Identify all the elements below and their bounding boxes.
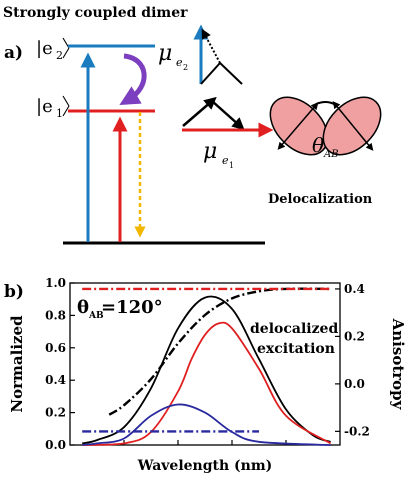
right-tick-label: 0.0 <box>344 377 365 391</box>
chart-series <box>81 287 332 446</box>
left-tick-label: 0.0 <box>45 438 66 452</box>
relaxation-arrow <box>119 53 147 106</box>
series-spectrum-0 <box>81 295 331 445</box>
dimer-illustration: θ AB <box>269 96 382 160</box>
dipole-vector-4 <box>211 100 245 131</box>
right-axis-ticks: -0.2 0.0 0.2 0.4 <box>335 282 370 438</box>
x-axis-label: Wavelength (nm) <box>137 458 273 474</box>
left-tick-label: 0.8 <box>45 308 66 322</box>
right-axis-label: Anisotropy <box>389 318 407 411</box>
theta-annotation-symbol: θ <box>77 297 89 318</box>
theta-annotation: θ AB =120° <box>77 297 163 321</box>
theta-annotation-value: =120° <box>101 297 163 318</box>
state-e1-ket <box>62 95 70 107</box>
right-tick-label: 0.2 <box>344 329 365 343</box>
annotation-line-2: excitation <box>257 341 335 357</box>
state-e2-subscript: 2 <box>56 49 63 62</box>
lobe-bridge <box>315 101 335 105</box>
delocalization-label: Delocalization <box>268 192 373 207</box>
state-e1-label: |e 1 <box>36 95 70 120</box>
left-tick-label: 1.0 <box>45 276 66 290</box>
mu-e2-label: μ e 2 <box>158 41 188 72</box>
mu-e1-label: μ e 1 <box>203 139 234 170</box>
panel-a-label: a) <box>4 43 23 63</box>
series-spectrum-1 <box>82 321 332 446</box>
dipole-vector-2 <box>219 62 243 85</box>
dipole-vector-3 <box>182 96 217 127</box>
right-tick-label: -0.2 <box>344 424 370 438</box>
state-e2-text: |e <box>36 38 53 59</box>
mu-e2-subsub: 2 <box>183 63 188 72</box>
mu-e2-sub: e <box>176 56 183 69</box>
state-e1-text: |e <box>36 96 53 117</box>
panel-a: Strongly coupled dimer a) |e 2 |e 1 μ <box>3 5 382 245</box>
dipole-vector-1 <box>200 62 221 85</box>
annotation-line-1: delocalized <box>250 321 338 337</box>
left-tick-label: 0.6 <box>45 341 66 355</box>
state-e1-ket-lower <box>62 105 70 117</box>
mu-e2-symbol: μ <box>158 41 172 66</box>
mu-e1-symbol: μ <box>203 139 217 164</box>
panel-b-label: b) <box>4 282 24 302</box>
theta-ab-symbol: θ <box>312 133 324 157</box>
left-tick-label: 0.2 <box>45 406 66 420</box>
state-e2-label: |e 2 <box>36 37 70 62</box>
lobe-left-dipole <box>277 102 319 150</box>
dipole-vector-dotted <box>201 28 221 64</box>
panel-a-title: Strongly coupled dimer <box>3 5 188 21</box>
series-spectrum-2 <box>82 403 331 446</box>
plot-frame <box>69 282 341 446</box>
mu-e1-sub: e <box>222 154 229 167</box>
left-axis-ticks: 0.0 0.2 0.4 0.6 0.8 1.0 <box>45 276 75 452</box>
mu-e1-subsub: 1 <box>229 161 234 170</box>
state-e1-subscript: 1 <box>56 107 63 120</box>
panel-b: b) 0.0 0.2 0.4 0.6 0.8 1.0 -0.2 0.0 0.2 0.4 θ AB… <box>4 276 407 474</box>
theta-annotation-sub: AB <box>88 311 104 321</box>
left-axis-label: Normalized <box>8 315 26 413</box>
state-e2-ket-lower <box>62 47 70 59</box>
left-tick-label: 0.4 <box>45 373 66 387</box>
right-tick-label: 0.4 <box>344 282 365 296</box>
theta-ab-sub: AB <box>323 149 339 160</box>
lobe-right-dipole <box>332 101 374 151</box>
